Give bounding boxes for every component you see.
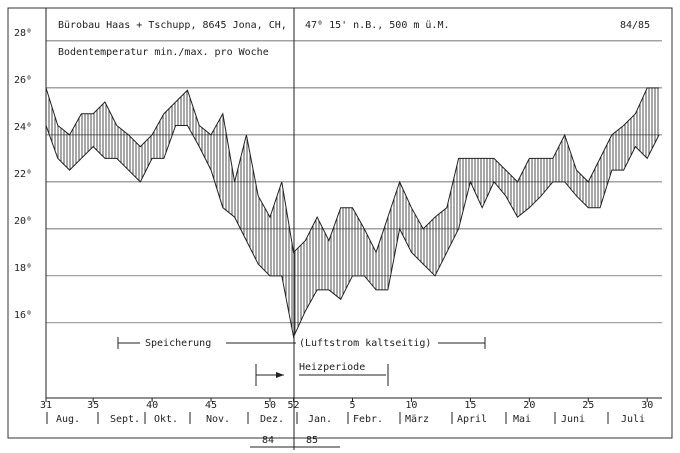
hatch-band xyxy=(46,87,659,337)
series-line xyxy=(45,87,659,254)
airflow-label: (Luftstrom kaltseitig) xyxy=(299,338,431,349)
x-tick-label: 30 xyxy=(641,400,653,411)
month-label: Nov. xyxy=(206,414,230,425)
month-label: Mai xyxy=(513,414,531,425)
month-label: Febr. xyxy=(353,414,383,425)
subtitle: Bodentemperatur min./max. pro Woche xyxy=(58,47,269,58)
year-label: 85 xyxy=(306,435,318,446)
y-tick-label: 28⁰ xyxy=(14,28,32,39)
month-label: Juni xyxy=(561,414,585,425)
chart-title: Bürobau Haas + Tschupp, 8645 Jona, CH, xyxy=(58,20,287,31)
month-label: Dez. xyxy=(260,414,284,425)
label-bg xyxy=(296,336,438,349)
month-label: März xyxy=(405,414,429,425)
month-label: Jan. xyxy=(308,414,332,425)
y-tick-label: 16⁰ xyxy=(14,310,32,321)
month-label: April xyxy=(457,414,487,425)
y-tick-label: 18⁰ xyxy=(14,263,32,274)
x-tick-label: 45 xyxy=(205,400,217,411)
x-tick-label: 35 xyxy=(87,400,99,411)
month-label: Okt. xyxy=(154,414,178,425)
y-tick-label: 24⁰ xyxy=(14,122,32,133)
x-tick-label: 52 xyxy=(288,400,300,411)
series-line xyxy=(45,124,660,339)
month-label: Aug. xyxy=(56,414,80,425)
label-bg xyxy=(140,336,226,349)
y-tick-label: 20⁰ xyxy=(14,216,32,227)
x-tick-label: 5 xyxy=(349,400,355,411)
location: 47⁰ 15' n.B., 500 m ü.M. xyxy=(305,20,450,31)
storage-label: Speicherung xyxy=(145,338,211,349)
month-label: Juli xyxy=(621,414,645,425)
x-tick-label: 50 xyxy=(264,400,276,411)
x-tick-label: 25 xyxy=(582,400,594,411)
y-tick-label: 22⁰ xyxy=(14,169,32,180)
year-label: 84 xyxy=(262,435,274,446)
frame xyxy=(7,7,673,439)
x-tick-label: 40 xyxy=(146,400,158,411)
season: 84/85 xyxy=(620,20,650,31)
x-tick-label: 20 xyxy=(523,400,535,411)
x-tick-label: 15 xyxy=(464,400,476,411)
month-label: Sept. xyxy=(110,414,140,425)
y-tick-label: 26⁰ xyxy=(14,75,32,86)
x-tick-label: 10 xyxy=(405,400,417,411)
x-tick-label: 31 xyxy=(40,400,52,411)
heating-label: Heizperiode xyxy=(299,362,365,373)
